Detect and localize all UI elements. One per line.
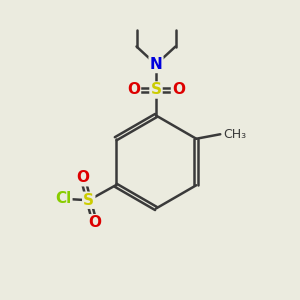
Text: S: S: [151, 82, 161, 98]
Text: N: N: [150, 57, 162, 72]
Text: O: O: [127, 82, 140, 98]
Text: O: O: [88, 215, 101, 230]
Text: O: O: [172, 82, 185, 98]
Text: S: S: [83, 193, 94, 208]
Text: O: O: [76, 170, 89, 185]
Text: Cl: Cl: [55, 191, 71, 206]
Text: CH₃: CH₃: [223, 128, 246, 141]
